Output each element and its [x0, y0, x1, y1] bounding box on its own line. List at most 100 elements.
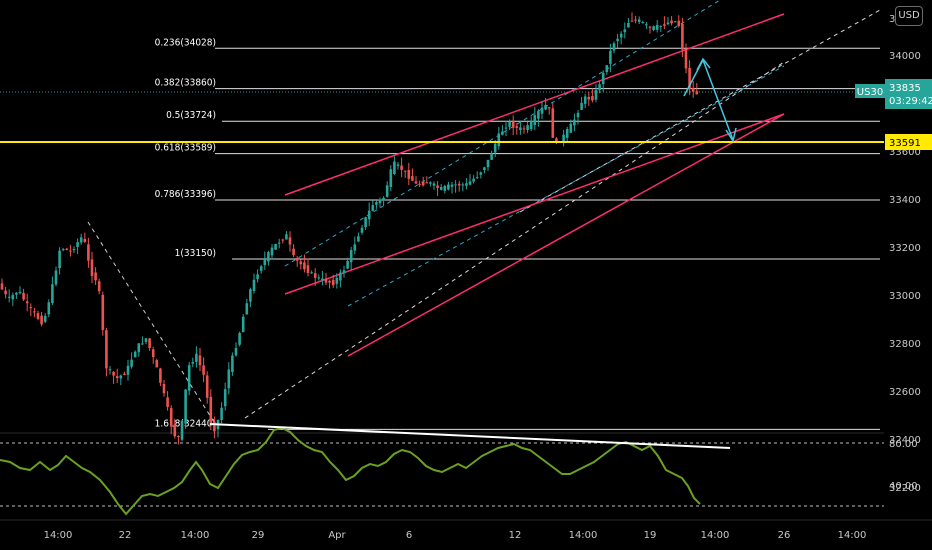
- candle: [504, 120, 508, 137]
- candle: [83, 232, 87, 244]
- oscillator-line: [0, 426, 701, 516]
- candle: [389, 165, 393, 191]
- candle: [285, 230, 288, 240]
- candle: [591, 88, 594, 103]
- candle: [565, 126, 569, 142]
- candle: [115, 368, 119, 384]
- oscillator-tick-label: 80.00: [889, 439, 918, 450]
- candle: [425, 176, 429, 184]
- candle: [328, 279, 331, 289]
- candle: [263, 251, 267, 270]
- candle: [612, 41, 616, 54]
- candle: [259, 264, 263, 274]
- candle: [47, 299, 51, 318]
- projection-arrow-tip-top: [696, 57, 711, 71]
- fib-level-label: 0.618(33589): [155, 143, 216, 154]
- candle: [61, 248, 65, 252]
- candle: [101, 291, 105, 336]
- candle: [331, 274, 335, 289]
- divergence-trendline[interactable]: [209, 423, 731, 449]
- candle: [51, 276, 54, 305]
- candle: [148, 337, 151, 351]
- candle: [414, 176, 418, 184]
- candle: [695, 82, 699, 95]
- candle: [0, 278, 4, 291]
- candle: [306, 258, 310, 277]
- candle: [346, 257, 349, 270]
- candle: [634, 15, 637, 24]
- candle: [526, 121, 529, 134]
- candle: [15, 292, 18, 299]
- candle: [202, 357, 205, 383]
- candle: [652, 25, 655, 32]
- candle: [303, 254, 306, 273]
- channel-lower-line[interactable]: [347, 113, 785, 357]
- candle: [43, 313, 47, 324]
- dashed-blue-channel-upper: [284, 0, 721, 267]
- candle: [598, 81, 601, 94]
- dashed-blue-channel-lower: [347, 65, 785, 307]
- fib-level: 0.382(33860): [155, 78, 880, 90]
- candlestick-series: [0, 12, 699, 445]
- candle: [587, 92, 591, 106]
- candle: [681, 17, 684, 57]
- candle: [137, 343, 141, 357]
- candle: [583, 93, 587, 109]
- candle: [292, 244, 295, 258]
- time-tick-label: 12: [509, 530, 522, 541]
- candle: [162, 379, 166, 397]
- dashed-white-channel-lower: [244, 61, 785, 419]
- candle: [475, 171, 479, 180]
- candle: [33, 307, 36, 318]
- candle: [371, 200, 375, 212]
- time-axis[interactable]: 14:00 22 14:00 29 Apr 6 12 14:00 19 14:00 26 14:00: [44, 530, 867, 541]
- candle: [529, 116, 533, 132]
- candle: [72, 246, 76, 254]
- candle: [177, 435, 180, 445]
- candle: [69, 244, 72, 257]
- fib-level-label: 0.5(33724): [166, 110, 216, 121]
- candle: [497, 126, 501, 150]
- currency-badge[interactable]: USD: [895, 6, 923, 26]
- candle: [249, 287, 252, 308]
- candle: [367, 202, 371, 226]
- candle: [342, 265, 346, 278]
- time-tick-label: 6: [406, 530, 412, 541]
- candle: [691, 81, 695, 98]
- candle: [630, 12, 634, 22]
- candle: [133, 350, 137, 358]
- candle: [22, 288, 25, 302]
- candle: [252, 273, 256, 294]
- candle: [295, 255, 299, 267]
- candle: [65, 247, 69, 251]
- fib-level-label: 0.382(33860): [155, 78, 216, 89]
- candle: [281, 238, 285, 244]
- time-tick-label: 29: [252, 530, 265, 541]
- candle: [461, 182, 465, 192]
- candle: [576, 110, 580, 125]
- candle: [58, 247, 61, 275]
- price-tick-label: 32600: [889, 387, 921, 398]
- candle: [198, 347, 202, 371]
- candle: [353, 236, 357, 255]
- oscillator-tick-label: 40.00: [889, 481, 918, 492]
- candle: [483, 166, 486, 174]
- candle: [486, 159, 490, 171]
- candle: [659, 25, 663, 32]
- candle: [187, 362, 191, 396]
- candle: [112, 371, 115, 384]
- candle: [195, 346, 198, 368]
- candle: [645, 21, 648, 29]
- candle: [173, 418, 177, 439]
- candle: [238, 331, 241, 347]
- candle: [119, 374, 123, 386]
- channel-middle-line[interactable]: [284, 113, 785, 295]
- candle: [677, 15, 681, 28]
- candle: [385, 181, 389, 198]
- candle: [573, 113, 576, 132]
- fib-level: 0.618(33589): [155, 143, 880, 155]
- time-tick-label: 14:00: [44, 530, 73, 541]
- price-tick-label: 33400: [889, 195, 921, 206]
- channel-upper-line[interactable]: [284, 13, 785, 196]
